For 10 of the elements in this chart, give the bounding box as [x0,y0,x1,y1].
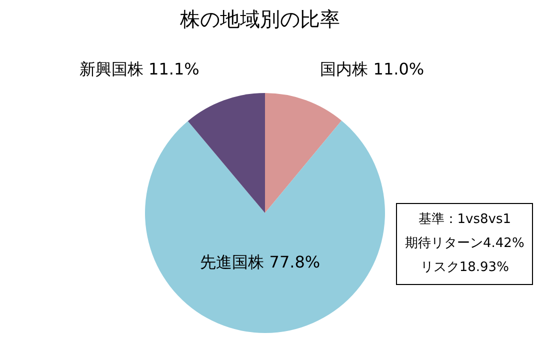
slice-label: 国内株 11.0% [320,59,424,78]
chart-title: 株の地域別の比率 [179,6,341,33]
pie-slice [265,93,342,213]
pie-slice [145,120,385,333]
slice-label: 先進国株 77.8% [200,252,320,272]
text: リスク18.93% [419,259,510,277]
text: 基準：1vs8vs1 [417,211,512,229]
text: 期待リターン4.42% [405,235,524,253]
pie-slice [188,93,265,213]
slice-label: 新興国株 11.1% [79,59,200,78]
